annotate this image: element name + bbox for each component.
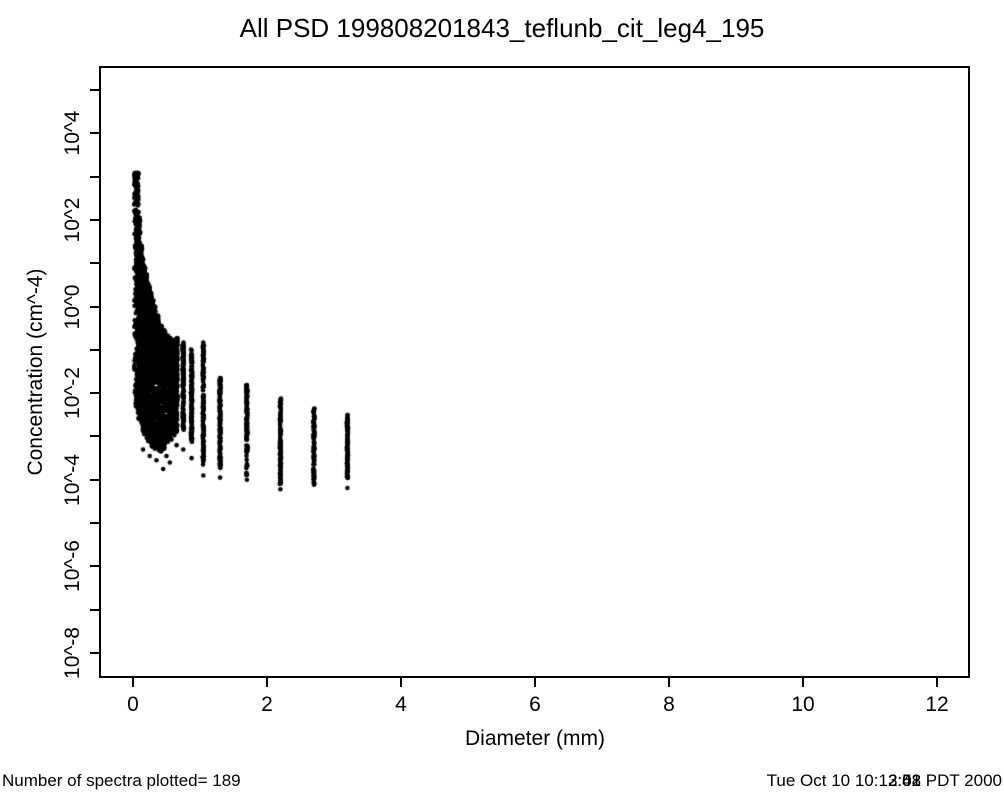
y-tick-mark	[90, 262, 99, 265]
x-tick-label: 4	[395, 693, 407, 716]
x-tick-label: 12	[925, 693, 949, 716]
y-tick-mark	[90, 348, 99, 351]
x-tick-label: 0	[127, 693, 139, 716]
y-tick-label: 10^-2	[61, 367, 84, 420]
x-tick-label: 2	[261, 693, 273, 716]
y-axis-title: Concentration (cm^-4)	[24, 268, 47, 476]
x-tick-mark	[668, 678, 670, 687]
x-tick-label: 10	[791, 693, 815, 716]
x-tick-mark	[534, 678, 536, 687]
y-tick-mark	[90, 565, 99, 568]
timestamp-layer: 2:58	[887, 771, 922, 790]
y-tick-mark	[90, 305, 99, 308]
x-tick-mark	[266, 678, 268, 687]
timestamp-overprinted-seconds: 2:58 2:41 3:02	[888, 771, 921, 791]
timestamp-prefix: Tue Oct 10 10:1	[766, 771, 888, 790]
chart-title: All PSD 199808201843_teflunb_cit_leg4_19…	[239, 13, 765, 43]
y-tick-mark	[90, 608, 99, 611]
y-tick-label: 10^2	[61, 197, 84, 243]
y-tick-mark	[90, 435, 99, 438]
y-tick-label: 10^-6	[61, 540, 84, 593]
timestamp-layer: 2:41	[887, 771, 922, 790]
spectra-count-label: Number of spectra plotted= 189	[2, 771, 241, 790]
x-tick-label: 8	[663, 693, 675, 716]
x-tick-mark	[936, 678, 938, 687]
y-tick-mark	[90, 175, 99, 178]
y-tick-label: 10^-4	[61, 453, 84, 506]
x-axis-title: Diameter (mm)	[465, 727, 605, 750]
timestamp-suffix: PDT 2000	[921, 771, 1002, 790]
y-tick-mark	[90, 478, 99, 481]
y-tick-mark	[90, 392, 99, 395]
y-tick-mark	[90, 218, 99, 221]
x-tick-mark	[400, 678, 402, 687]
y-tick-mark	[90, 522, 99, 525]
y-tick-mark	[90, 89, 99, 91]
y-tick-mark	[90, 132, 99, 135]
y-tick-label: 10^4	[61, 110, 84, 156]
y-tick-mark	[90, 652, 99, 655]
x-tick-mark	[132, 678, 134, 687]
x-tick-mark	[802, 678, 804, 687]
timestamp-layer: 3:02	[887, 771, 922, 790]
y-tick-label: 10^0	[61, 284, 84, 329]
y-tick-label: 10^-8	[61, 627, 84, 679]
timestamp-label: Tue Oct 10 10:12:58 2:41 3:02 PDT 2000	[767, 771, 1002, 791]
x-tick-label: 6	[529, 693, 541, 716]
